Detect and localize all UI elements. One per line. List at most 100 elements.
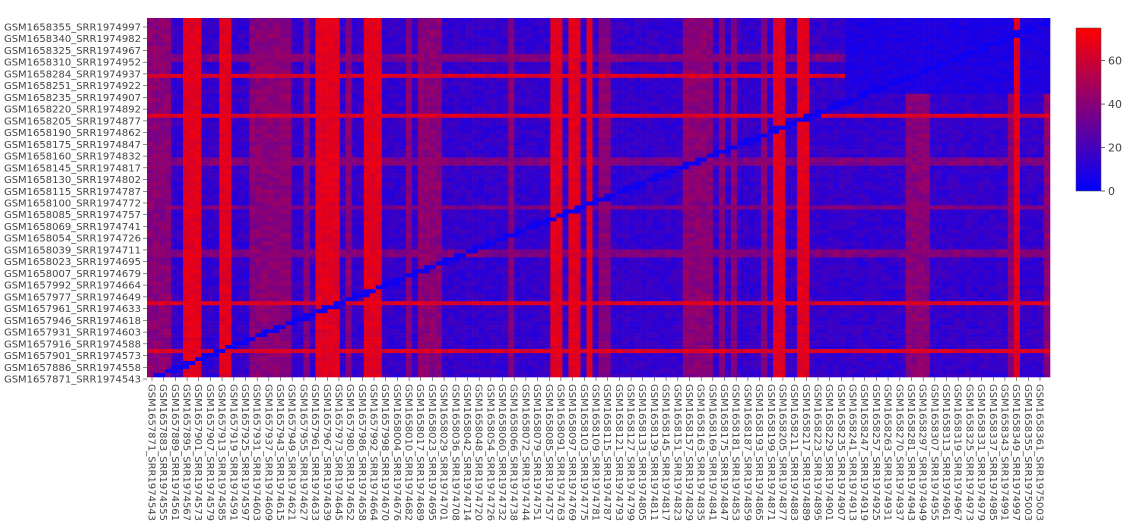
heatmap-cell <box>977 113 985 119</box>
heatmap-cell <box>706 65 714 71</box>
heatmap-cell <box>327 129 334 134</box>
heatmap-cell <box>448 141 455 146</box>
heatmap-cell <box>273 73 280 79</box>
heatmap-cell <box>712 65 720 71</box>
heatmap-cell <box>466 133 473 138</box>
heatmap-cell <box>706 137 714 142</box>
heatmap-cell <box>490 101 497 107</box>
heatmap-cell <box>983 37 991 43</box>
heatmap-cell <box>550 18 557 23</box>
heatmap-cell <box>460 57 467 63</box>
heatmap-cell <box>484 113 491 119</box>
heatmap-cell <box>1031 145 1039 150</box>
heatmap-cell <box>911 89 918 95</box>
heatmap-cell <box>562 145 569 150</box>
heatmap-cell <box>520 21 527 27</box>
heatmap-cell <box>1013 109 1021 115</box>
heatmap-cell <box>592 101 599 107</box>
heatmap-cell <box>700 41 708 47</box>
heatmap-cell <box>959 61 967 67</box>
heatmap-cell <box>153 129 160 134</box>
heatmap-cell <box>694 57 702 63</box>
heatmap-cell <box>773 121 780 126</box>
heatmap-cell <box>159 145 166 150</box>
heatmap-cell <box>231 49 238 55</box>
heatmap-cell <box>923 113 930 119</box>
heatmap-cell <box>646 21 653 27</box>
heatmap-cell <box>785 89 792 95</box>
heatmap-cell <box>730 77 738 83</box>
heatmap-cell <box>803 117 810 123</box>
heatmap-cell <box>592 61 599 67</box>
heatmap-cell <box>153 113 160 119</box>
heatmap-cell <box>297 37 304 43</box>
heatmap-cell <box>544 133 551 138</box>
heatmap-cell <box>592 113 599 119</box>
heatmap-cell <box>147 93 154 99</box>
heatmap-cell <box>965 81 973 87</box>
heatmap-cell <box>574 65 581 71</box>
heatmap-cell <box>369 33 377 39</box>
heatmap-cell <box>682 29 690 35</box>
heatmap-cell <box>441 93 449 99</box>
heatmap-cell <box>833 18 840 23</box>
heatmap-cell <box>676 133 684 138</box>
heatmap-cell <box>959 85 967 91</box>
heatmap-cell <box>460 21 467 27</box>
heatmap-cell <box>225 105 232 111</box>
heatmap-cell <box>682 41 690 47</box>
heatmap-cell <box>177 145 184 150</box>
heatmap-cell <box>887 109 894 115</box>
heatmap-cell <box>231 89 238 95</box>
heatmap-cell <box>231 129 238 134</box>
heatmap-cell <box>1007 73 1015 79</box>
heatmap-cell <box>357 105 365 111</box>
heatmap-cell <box>309 97 316 103</box>
heatmap-cell <box>411 149 419 154</box>
heatmap-cell <box>652 109 659 115</box>
heatmap-cell <box>1031 18 1039 23</box>
heatmap-cell <box>953 25 960 31</box>
heatmap-cell <box>231 73 238 79</box>
heatmap-cell <box>815 121 822 126</box>
heatmap-cell <box>658 25 666 31</box>
heatmap-cell <box>845 85 852 91</box>
heatmap-cell <box>779 45 786 51</box>
heatmap-cell <box>773 45 780 51</box>
heatmap-cell <box>610 33 617 39</box>
heatmap-cell <box>195 125 202 130</box>
heatmap-cell <box>369 109 377 115</box>
heatmap-cell <box>845 77 852 83</box>
heatmap-cell <box>171 89 178 95</box>
heatmap-cell <box>417 137 425 142</box>
heatmap-cell <box>574 85 581 91</box>
heatmap-cell <box>153 81 160 87</box>
heatmap-cell <box>441 137 449 142</box>
heatmap-cell <box>526 53 533 59</box>
heatmap-cell <box>857 69 864 75</box>
heatmap-cell <box>821 133 828 138</box>
heatmap-cell <box>700 97 708 103</box>
heatmap-cell <box>165 129 172 134</box>
heatmap-cell <box>905 29 912 35</box>
heatmap-cell <box>803 81 810 87</box>
heatmap-cell <box>827 37 834 43</box>
heatmap-cell <box>736 97 744 103</box>
heatmap-cell <box>929 21 936 27</box>
heatmap-cell <box>339 85 346 91</box>
heatmap-cell <box>929 113 936 119</box>
heatmap-cell <box>971 141 979 146</box>
heatmap-cell <box>441 49 449 55</box>
heatmap-cell <box>610 41 617 47</box>
heatmap-cell <box>905 81 912 87</box>
heatmap-cell <box>761 77 768 83</box>
heatmap-cell <box>604 18 611 23</box>
heatmap-cell <box>923 137 930 142</box>
heatmap-cell <box>953 65 960 71</box>
heatmap-cell <box>821 89 828 95</box>
heatmap-cell <box>839 18 846 23</box>
heatmap-cell <box>773 21 780 27</box>
heatmap-cell <box>905 45 912 51</box>
heatmap-cell <box>628 97 635 103</box>
heatmap-cell <box>1019 117 1027 123</box>
